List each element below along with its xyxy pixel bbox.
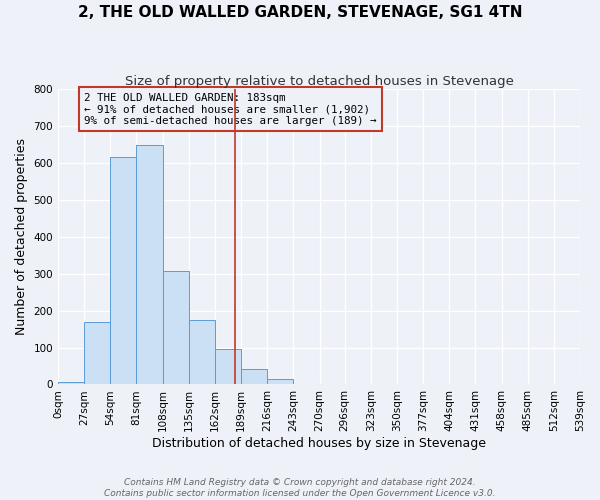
Bar — [163, 271, 189, 384]
Bar — [136, 144, 163, 384]
X-axis label: Distribution of detached houses by size in Stevenage: Distribution of detached houses by size … — [152, 437, 486, 450]
Y-axis label: Number of detached properties: Number of detached properties — [15, 138, 28, 336]
Bar — [215, 348, 241, 384]
Bar — [110, 158, 136, 384]
Bar — [58, 382, 84, 384]
Text: 2, THE OLD WALLED GARDEN, STEVENAGE, SG1 4TN: 2, THE OLD WALLED GARDEN, STEVENAGE, SG1… — [78, 5, 522, 20]
Bar — [189, 320, 215, 384]
Bar — [84, 322, 110, 384]
Text: 2 THE OLD WALLED GARDEN: 183sqm
← 91% of detached houses are smaller (1,902)
9% : 2 THE OLD WALLED GARDEN: 183sqm ← 91% of… — [84, 93, 377, 126]
Title: Size of property relative to detached houses in Stevenage: Size of property relative to detached ho… — [125, 75, 514, 88]
Text: Contains HM Land Registry data © Crown copyright and database right 2024.
Contai: Contains HM Land Registry data © Crown c… — [104, 478, 496, 498]
Bar — [267, 379, 293, 384]
Bar — [241, 369, 267, 384]
